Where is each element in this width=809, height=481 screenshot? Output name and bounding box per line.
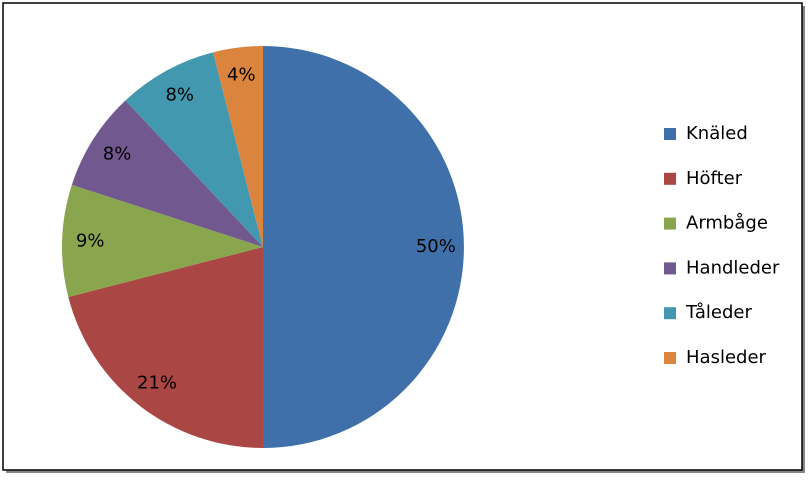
pie-slice [71, 100, 263, 248]
pie-slice [125, 52, 263, 247]
pie-slice [213, 46, 263, 247]
legend-swatch [664, 307, 676, 320]
data-label: 8% [165, 85, 194, 106]
data-label: 21% [137, 373, 177, 394]
data-label: 4% [227, 65, 256, 86]
legend-swatch [664, 172, 676, 185]
legend-label: Knäled [686, 123, 748, 144]
data-label: 9% [76, 231, 105, 252]
legend-swatch [664, 262, 676, 275]
pie-slice [68, 247, 263, 448]
data-label: 50% [416, 236, 456, 257]
pie-slice [263, 46, 464, 448]
legend-swatch [664, 352, 676, 364]
legend-label: Tåleder [685, 302, 753, 323]
pie-slice [62, 184, 264, 297]
legend-swatch [664, 128, 676, 140]
legend-label: Handleder [686, 257, 780, 278]
legend-label: Hasleder [686, 347, 767, 368]
legend-swatch [664, 217, 676, 230]
legend-label: Armbåge [686, 213, 768, 234]
data-label: 8% [103, 143, 132, 164]
legend-label: Höfter [686, 168, 743, 189]
